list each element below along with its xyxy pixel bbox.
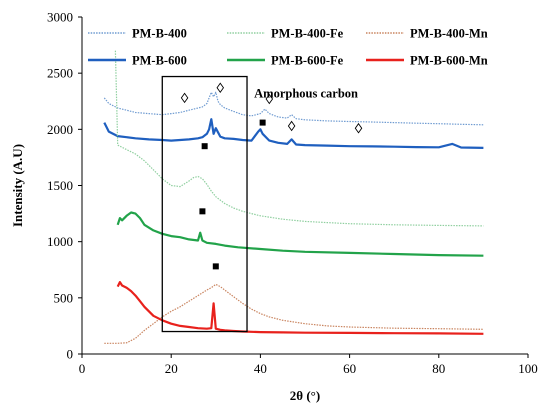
legend-label-pm_b_400: PM-B-400	[132, 27, 187, 41]
series-layer	[103, 50, 484, 344]
highlight-box-layer	[161, 75, 248, 333]
diamond-marker	[265, 93, 274, 105]
x-tick-label: 20	[165, 361, 178, 376]
diamond-marker	[287, 120, 296, 132]
diamond-marker	[180, 92, 189, 104]
diamond-marker	[354, 122, 363, 134]
legend-label-pm_b_600: PM-B-600	[132, 54, 187, 68]
series-line-pm_b_400_mn	[104, 283, 484, 344]
y-tick-label: 2500	[47, 66, 73, 81]
marker-layer	[180, 82, 363, 270]
square-marker	[212, 263, 219, 270]
series-line-pm_b_600	[103, 118, 484, 149]
x-tick-label: 40	[254, 361, 267, 376]
series-line-pm_b_400_fe	[114, 50, 484, 227]
legend: PM-B-400 PM-B-400-Fe PM-B-400-Mn PM-B-600 PM…	[88, 27, 488, 68]
y-tick-label: 0	[67, 347, 74, 362]
x-tick-label: 0	[79, 361, 86, 376]
x-tick-label: 100	[518, 361, 538, 376]
series-line-pm_b_600_mn	[116, 281, 484, 335]
square-marker	[201, 143, 208, 150]
y-tick-label: 1000	[47, 234, 73, 249]
y-tick-label: 2000	[47, 122, 73, 137]
legend-label-pm_b_600_fe: PM-B-600-Fe	[271, 54, 344, 68]
y-tick-label: 3000	[47, 10, 73, 25]
annotation-label: Amorphous carbon	[254, 86, 358, 100]
y-axis-title: Intensity (A.U)	[10, 144, 25, 227]
x-tick-label: 60	[343, 361, 356, 376]
x-tick-label: 80	[432, 361, 445, 376]
y-tick-label: 1500	[47, 178, 73, 193]
legend-label-pm_b_400_fe: PM-B-400-Fe	[271, 27, 344, 41]
amorphous-carbon-box	[161, 75, 248, 333]
series-line-pm_b_400	[103, 91, 484, 126]
annotation-layer: Amorphous carbon	[254, 86, 358, 100]
y-tick-label: 500	[54, 290, 74, 305]
diamond-marker	[216, 82, 225, 94]
legend-label-pm_b_400_mn: PM-B-400-Mn	[410, 27, 488, 41]
square-marker	[199, 208, 206, 215]
legend-label-pm_b_600_mn: PM-B-600-Mn	[410, 54, 488, 68]
square-marker	[259, 119, 266, 126]
series-line-pm_b_600_fe	[116, 211, 484, 257]
x-axis-title: 2θ (°)	[290, 388, 320, 403]
